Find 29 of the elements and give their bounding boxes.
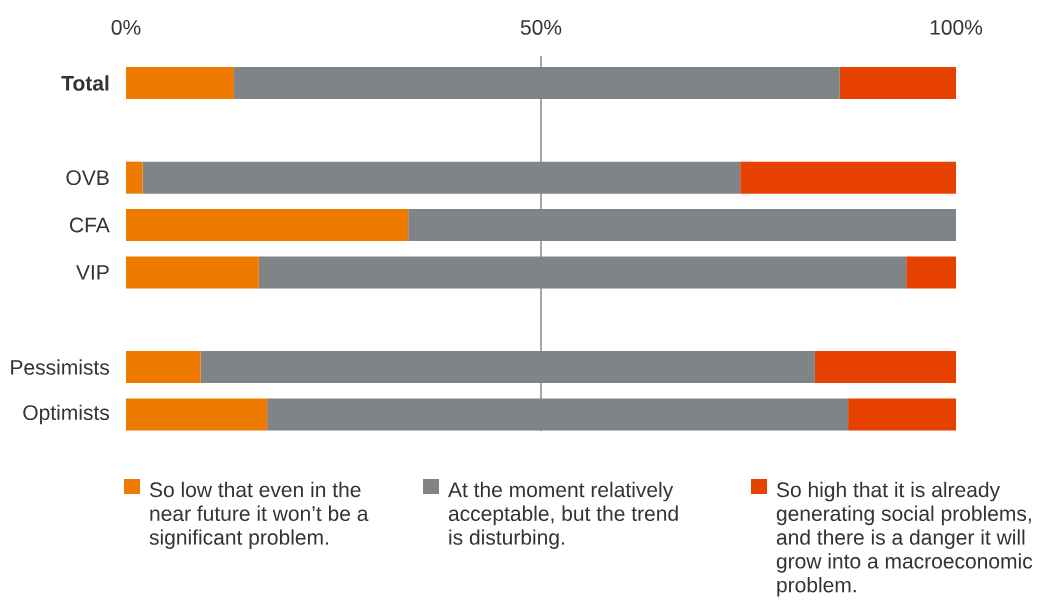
y-tick-label: VIP — [76, 265, 109, 280]
bar — [126, 209, 409, 242]
legend-label: So low that even in the near future it won’t be a significant problem. — [149, 481, 369, 549]
x-tick-label: 50% — [520, 19, 562, 35]
bar — [848, 398, 957, 431]
y-tick-label: Pessimists — [11, 359, 110, 375]
y-tick-label: CFA — [70, 217, 110, 233]
legend-label: So high that it is already generating social problems, and there is a danger it will grow into a macroeconomic problem. — [776, 481, 1033, 597]
bar — [126, 398, 268, 431]
bar — [126, 66, 234, 99]
bar — [408, 209, 957, 242]
bar — [839, 66, 957, 99]
legend-label: At the moment relatively acceptable, but the trend is disturbing. — [448, 481, 678, 549]
y-tick-label: OVB — [66, 170, 109, 186]
bar — [126, 161, 143, 194]
bar — [906, 256, 957, 289]
bar — [814, 351, 957, 384]
y-tick-label: Optimists — [23, 404, 110, 425]
bar — [267, 398, 849, 431]
bar — [126, 256, 259, 289]
bar — [126, 351, 201, 384]
x-tick-label: 0% — [111, 19, 141, 35]
bar — [740, 161, 957, 194]
y-tick-label: Total — [61, 75, 109, 91]
bar — [200, 351, 815, 384]
bar — [233, 66, 840, 99]
bar — [258, 256, 907, 289]
x-tick-label: 100% — [930, 19, 983, 35]
bar — [142, 161, 741, 194]
